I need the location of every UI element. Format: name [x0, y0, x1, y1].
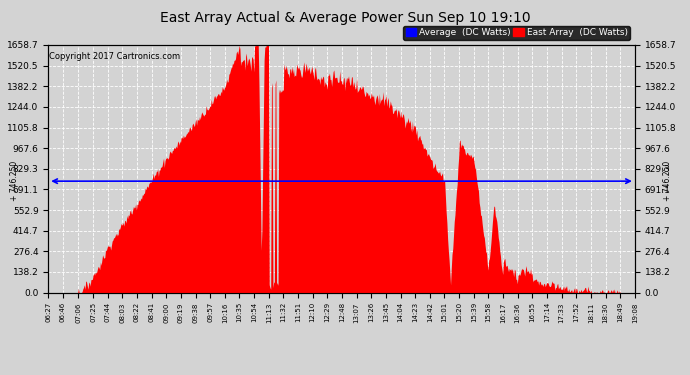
- Text: East Array Actual & Average Power Sun Sep 10 19:10: East Array Actual & Average Power Sun Se…: [159, 11, 531, 25]
- Legend: Average  (DC Watts), East Array  (DC Watts): Average (DC Watts), East Array (DC Watts…: [404, 26, 630, 39]
- Text: + 746.250: + 746.250: [10, 161, 19, 201]
- Text: Copyright 2017 Cartronics.com: Copyright 2017 Cartronics.com: [49, 53, 180, 62]
- Text: + 746.250: + 746.250: [662, 161, 671, 201]
